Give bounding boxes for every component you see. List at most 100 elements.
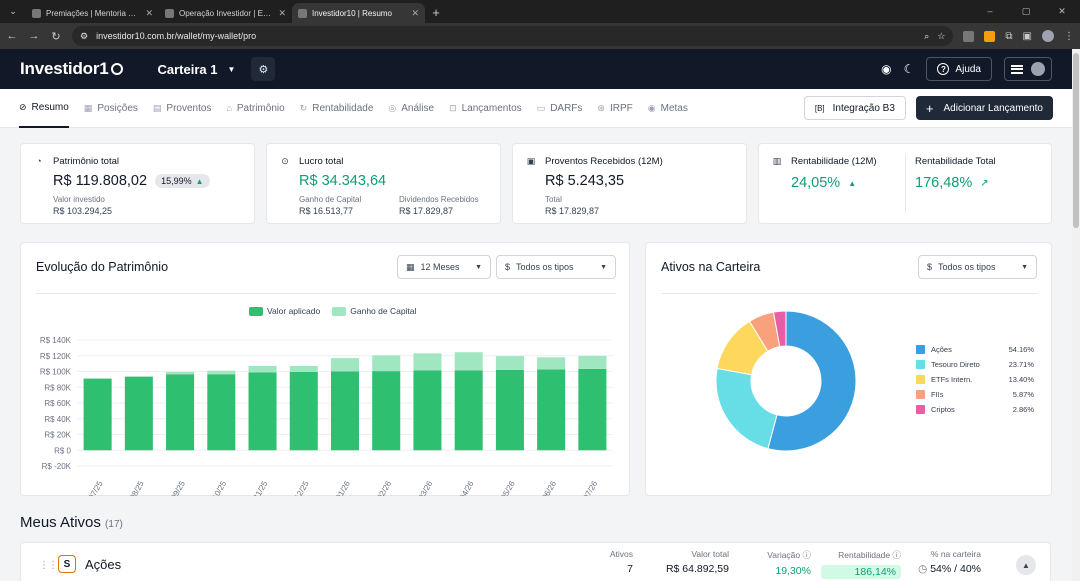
bar-segment[interactable] (372, 371, 401, 451)
bar-segment[interactable] (413, 370, 442, 451)
restore-button[interactable]: ▢ (1021, 6, 1031, 16)
zoom-icon[interactable]: ⌕ (924, 30, 930, 41)
asset-group-row[interactable]: ⋮⋮ S Ações Ativos 7 Valor total R$ 64.892,… (20, 542, 1051, 581)
collapse-chevron-icon[interactable]: ▲ (1016, 555, 1036, 575)
legend-item[interactable]: FIIs 5.87% (916, 387, 1034, 402)
back-arrow-icon[interactable]: ← (6, 30, 18, 42)
page-scrollbar[interactable] (1072, 49, 1080, 581)
legend-item[interactable]: Ações 54.16% (916, 342, 1034, 357)
bar-segment[interactable] (495, 369, 524, 451)
bar-segment[interactable] (83, 378, 112, 451)
tab-resumo[interactable]: ⊘ Resumo (19, 89, 69, 128)
bar-segment[interactable] (330, 371, 360, 451)
hamburger-icon (1011, 64, 1023, 74)
tab-posicoes[interactable]: ▦ Posições (84, 89, 138, 128)
bar-segment[interactable] (454, 352, 483, 371)
tab-label: Metas (660, 102, 688, 114)
browser-tab-active[interactable]: Investidor10 | Resumo ✕ (292, 3, 425, 23)
add-lancamento-button[interactable]: + Adicionar Lançamento (915, 96, 1053, 120)
tab-metas[interactable]: ◉ Metas (648, 89, 688, 128)
bar-segment[interactable] (124, 376, 153, 451)
browser-tab[interactable]: Operação Investidor | Evento O ✕ (159, 3, 292, 23)
wallet-settings-button[interactable]: ⚙ (251, 57, 276, 81)
legend-item[interactable]: ETFs Intern. 13.40% (916, 372, 1034, 387)
period-select[interactable]: ▦ 12 Meses ▼ (397, 255, 491, 279)
section-title-text: Meus Ativos (20, 514, 101, 531)
bar-segment[interactable] (166, 374, 195, 451)
tab-darfs[interactable]: ▭ DARFs (537, 89, 583, 128)
tab-irpf[interactable]: ⊛ IRPF (597, 89, 632, 128)
legend-item[interactable]: Criptos 2.86% (916, 402, 1034, 417)
url-field[interactable]: ⚙ investidor10.com.br/wallet/my-wallet/p… (72, 26, 954, 46)
profile-avatar[interactable] (1042, 30, 1054, 42)
close-tab-icon[interactable]: ✕ (145, 7, 153, 18)
bar-segment[interactable] (372, 355, 401, 372)
variacao-column: Variação ⓘ 19,30% (741, 549, 811, 577)
bar-segment[interactable] (495, 356, 524, 370)
bar-segment[interactable] (454, 370, 483, 451)
donut-slice[interactable] (767, 310, 857, 452)
help-button[interactable]: ? Ajuda (926, 57, 992, 81)
reload-icon[interactable]: ↻ (51, 30, 61, 43)
main-menu-button[interactable] (1004, 57, 1052, 81)
tab-patrimonio[interactable]: ⌂ Patrimônio (226, 89, 284, 128)
close-tab-icon[interactable]: ✕ (278, 7, 286, 18)
tab-search-icon[interactable]: ⌄ (9, 6, 17, 16)
minimize-button[interactable]: – (987, 6, 993, 16)
bar-segment[interactable] (537, 369, 566, 451)
legend-swatch (916, 390, 925, 399)
x-tick-label: 07/26 (582, 479, 600, 496)
moon-icon[interactable]: ☾ (903, 62, 915, 76)
tipo-select[interactable]: $ Todos os tipos ▼ (496, 255, 616, 279)
bar-segment[interactable] (289, 365, 318, 372)
question-icon: ? (937, 63, 950, 75)
bookmark-star-icon[interactable]: ☆ (937, 30, 946, 41)
donut-slice[interactable] (715, 367, 778, 450)
bar-segment[interactable] (248, 365, 277, 373)
browser-tab[interactable]: Premiações | Mentoria Virando ✕ (26, 3, 159, 23)
tab-rentabilidade[interactable]: ↻ Rentabilidade (300, 89, 374, 128)
donut-legend: Ações 54.16% Tesouro Direto 23.71% ETFs Inte… (916, 342, 1034, 417)
bar-segment[interactable] (289, 371, 318, 451)
site-info-icon[interactable]: ⚙ (80, 30, 89, 41)
bar-segment[interactable] (537, 357, 566, 370)
legend-item[interactable]: Ganho de Capital (332, 306, 416, 317)
integracao-b3-button[interactable]: [B] Integração B3 (803, 96, 906, 120)
donut-slice[interactable] (772, 310, 787, 348)
bar-segment[interactable] (413, 353, 442, 371)
scrollbar-thumb[interactable] (1073, 53, 1079, 228)
legend-item[interactable]: Tesouro Direto 23.71% (916, 357, 1034, 372)
bar-segment[interactable] (330, 358, 360, 372)
y-tick-label: R$ 20K (44, 431, 71, 440)
tab-proventos[interactable]: ▤ Proventos (153, 89, 212, 128)
bar-segment[interactable] (578, 368, 607, 451)
wallet-selector[interactable]: Carteira 1 ▼ (158, 62, 236, 77)
plus-icon: + (925, 100, 934, 116)
investidor10-logo[interactable]: Investidor1 (20, 59, 123, 79)
x-tick-label: 12/25 (293, 479, 311, 496)
kebab-menu-icon[interactable]: ⋮ (1064, 30, 1074, 42)
legend-item[interactable]: Valor aplicado (249, 306, 320, 317)
bar-segment[interactable] (578, 355, 607, 369)
x-tick-label: 09/25 (169, 479, 187, 496)
bar-segment[interactable] (166, 371, 195, 375)
puzzle-icon[interactable]: ⧉ (1005, 30, 1013, 42)
sidepanel-icon[interactable]: ▣ (1022, 30, 1032, 42)
eye-icon[interactable]: ◉ (881, 62, 892, 76)
new-tab-button[interactable]: + (432, 5, 440, 20)
close-window-button[interactable]: ✕ (1058, 6, 1066, 16)
tab-analise[interactable]: ◎ Análise (388, 89, 434, 128)
drag-handle-icon[interactable]: ⋮⋮ (39, 560, 58, 571)
gear-icon: ⚙ (258, 63, 269, 76)
bar-segment[interactable] (207, 374, 236, 451)
y-tick-label: R$ 140K (40, 336, 72, 345)
extension-icon[interactable] (963, 30, 975, 42)
extension-icon[interactable] (984, 30, 996, 42)
tipo-select[interactable]: $ Todos os tipos ▼ (918, 255, 1037, 279)
rentabilidade-card: ▥ Rentabilidade (12M) 24,05% ▲ Rentabilida… (758, 143, 1052, 224)
forward-arrow-icon[interactable]: → (28, 30, 40, 42)
close-tab-icon[interactable]: ✕ (411, 7, 419, 18)
bar-segment[interactable] (248, 372, 277, 451)
bar-segment[interactable] (207, 370, 236, 375)
tab-lancamentos[interactable]: ⊡ Lançamentos (449, 89, 522, 128)
